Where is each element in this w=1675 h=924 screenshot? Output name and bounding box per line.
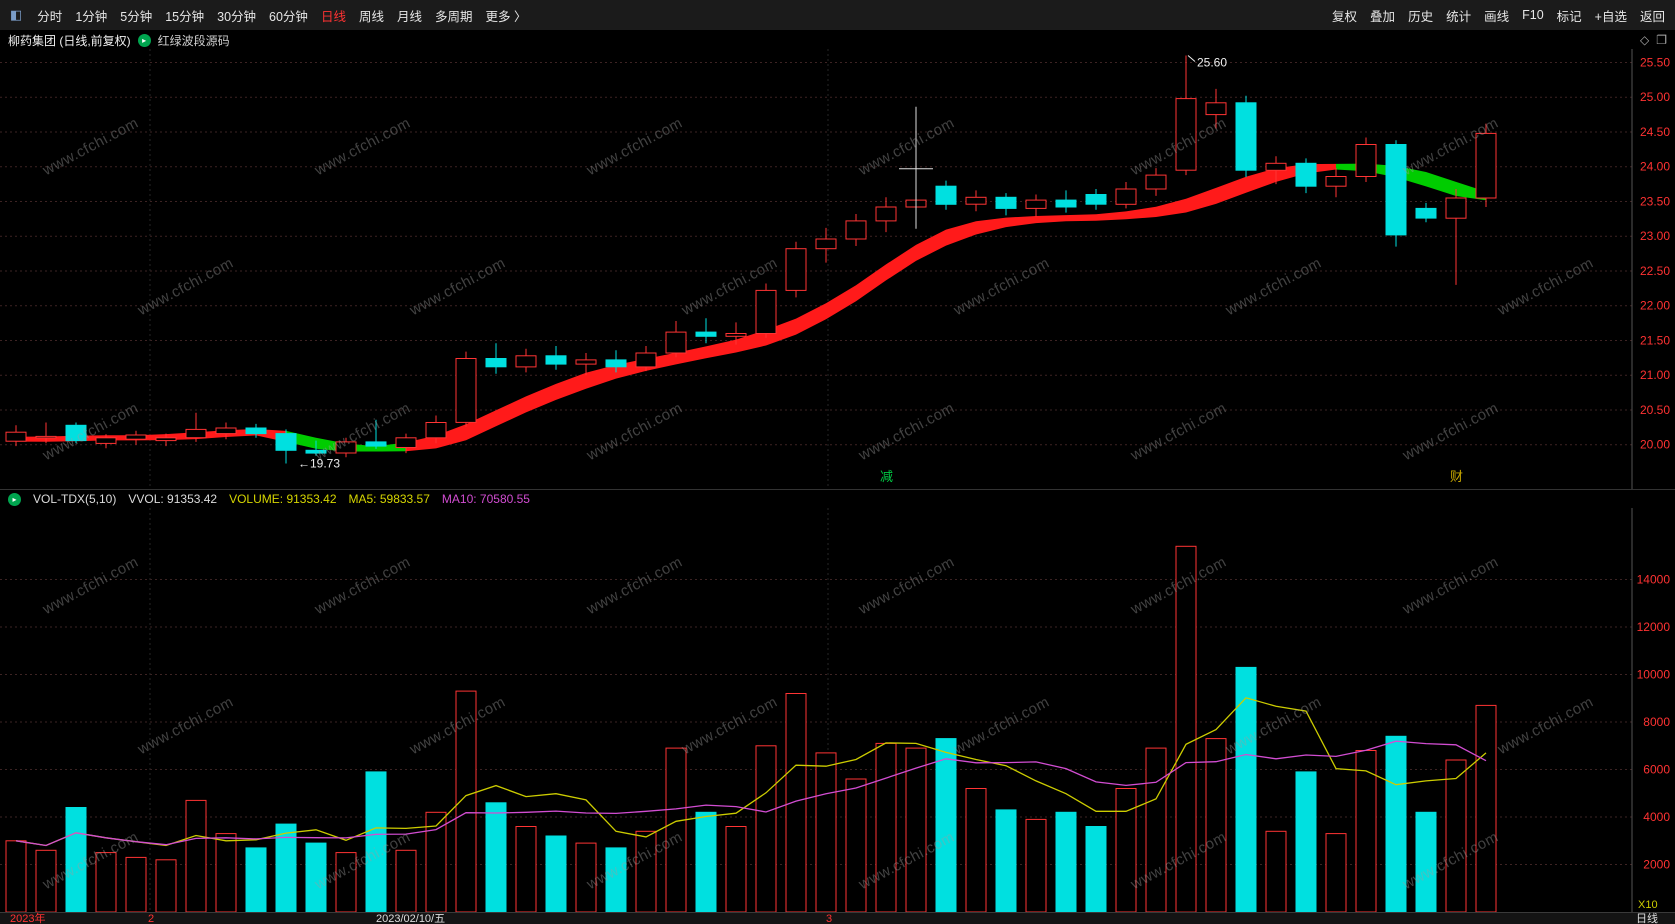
- svg-text:24.00: 24.00: [1640, 160, 1670, 174]
- period-tab[interactable]: 分时: [37, 9, 63, 24]
- indicator-icon[interactable]: ▸: [137, 33, 151, 47]
- volume-header: ▸ VOL-TDX(5,10) VVOL: 91353.42 VOLUME: 9…: [0, 489, 1675, 508]
- ma10-value: MA10: 70580.55: [441, 492, 530, 506]
- svg-text:6000: 6000: [1643, 763, 1670, 777]
- chart-title-bar: 柳药集团 (日线,前复权) ▸ 红绿波段源码 ◇ ❐: [0, 31, 1675, 49]
- svg-text:4000: 4000: [1643, 810, 1670, 824]
- svg-text:22.50: 22.50: [1640, 264, 1670, 278]
- period-tab[interactable]: 15分钟: [165, 9, 205, 24]
- vol-indicator-name: VOL-TDX(5,10): [33, 492, 117, 506]
- period-tab[interactable]: 日线: [320, 9, 346, 24]
- svg-text:X10: X10: [1638, 899, 1658, 911]
- toolbar-action-diejia[interactable]: 叠加: [1370, 9, 1396, 24]
- vvol-value: VVOL: 91353.42: [128, 492, 218, 506]
- toolbar-action-tongji[interactable]: 统计: [1446, 9, 1472, 24]
- toolbar-action-f10[interactable]: F10: [1522, 8, 1544, 22]
- svg-text:10000: 10000: [1637, 668, 1671, 682]
- svg-text:21.00: 21.00: [1640, 368, 1670, 382]
- volume-canvas[interactable]: 14000 12000 10000 8000 6000 4000 2000 X10: [0, 508, 1675, 912]
- svg-text:20.00: 20.00: [1640, 438, 1670, 452]
- candlestick-chart[interactable]: 25.50 25.00 24.50 24.00 23.50 23.00 22.50 22.00…: [0, 49, 1675, 489]
- window-icon[interactable]: ❐: [1656, 33, 1667, 47]
- svg-text:8000: 8000: [1643, 715, 1670, 729]
- period-tab[interactable]: 周线: [358, 9, 384, 24]
- toolbar-action-huaxian[interactable]: 画线: [1484, 9, 1510, 24]
- period-tab[interactable]: 5分钟: [120, 9, 153, 24]
- volume-value: VOLUME: 91353.42: [229, 492, 337, 506]
- app-icon[interactable]: ◧: [10, 7, 23, 22]
- svg-text:25.60: 25.60: [1197, 56, 1227, 70]
- svg-text:20.50: 20.50: [1640, 403, 1670, 417]
- time-axis: 2023年 2 2023/02/10/五 3 日线: [0, 912, 1675, 924]
- toolbar-action-lishi[interactable]: 历史: [1408, 9, 1434, 24]
- toolbar-action-biaoji[interactable]: 标记: [1556, 9, 1582, 24]
- toolbar-action-zixuan[interactable]: +自选: [1594, 9, 1627, 24]
- period-tab[interactable]: 1分钟: [75, 9, 108, 24]
- toolbar-action-fuquan[interactable]: 复权: [1332, 9, 1358, 24]
- ma5-value: MA5: 59833.57: [348, 492, 430, 506]
- diamond-icon[interactable]: ◇: [1640, 33, 1650, 47]
- svg-text:25.00: 25.00: [1640, 90, 1670, 104]
- volume-chart[interactable]: 14000 12000 10000 8000 6000 4000 2000 X10 www.c…: [0, 508, 1675, 912]
- time-axis-label: 2023/02/10/五: [376, 913, 446, 924]
- svg-text:23.50: 23.50: [1640, 195, 1670, 209]
- svg-text:财: 财: [1450, 469, 1463, 484]
- svg-text:23.00: 23.00: [1640, 229, 1670, 243]
- period-tab[interactable]: 30分钟: [217, 9, 257, 24]
- period-tab[interactable]: 更多 〉: [485, 9, 527, 24]
- stock-title: 柳药集团 (日线,前复权): [8, 33, 131, 48]
- period-tab[interactable]: 60分钟: [269, 9, 308, 24]
- svg-text:14000: 14000: [1637, 573, 1671, 587]
- svg-text:←19.73: ←19.73: [298, 457, 340, 471]
- svg-text:24.50: 24.50: [1640, 125, 1670, 139]
- time-axis-label: 日线: [1636, 913, 1658, 924]
- svg-text:2000: 2000: [1643, 858, 1670, 872]
- period-tab[interactable]: 月线: [396, 9, 422, 24]
- svg-text:12000: 12000: [1637, 620, 1671, 634]
- candles-canvas[interactable]: 25.50 25.00 24.50 24.00 23.50 23.00 22.50 22.00…: [0, 49, 1675, 489]
- time-axis-label: 3: [826, 913, 833, 924]
- toolbar: ◧ 分时 1分钟 5分钟 15分钟 30分钟 60分钟 日线 周线 月线 多周期…: [0, 0, 1675, 31]
- toolbar-action-fanhui[interactable]: 返回: [1639, 9, 1665, 24]
- time-axis-label: 2: [148, 913, 155, 924]
- time-axis-label: 2023年: [10, 913, 46, 924]
- indicator-note: 红绿波段源码: [157, 33, 230, 48]
- svg-text:21.50: 21.50: [1640, 334, 1670, 348]
- svg-text:25.50: 25.50: [1640, 56, 1670, 70]
- svg-text:22.00: 22.00: [1640, 299, 1670, 313]
- svg-text:减: 减: [880, 469, 893, 484]
- period-tab[interactable]: 多周期: [434, 9, 473, 24]
- indicator-icon[interactable]: ▸: [8, 492, 21, 506]
